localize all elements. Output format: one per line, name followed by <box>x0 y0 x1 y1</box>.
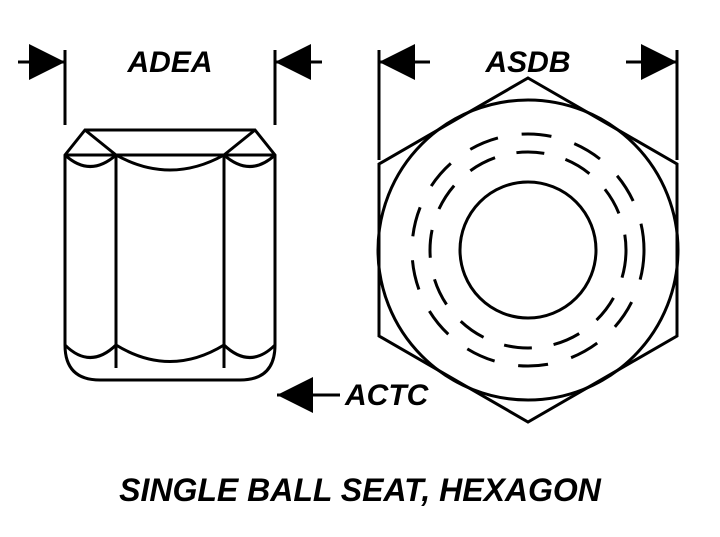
side-view <box>65 130 275 380</box>
label-asdb: ASDB <box>484 46 570 79</box>
diagram-canvas: ADEA ASDB ACTC <box>0 0 720 537</box>
label-adea: ADEA <box>126 46 212 79</box>
top-view <box>378 78 678 422</box>
diagram-title: SINGLE BALL SEAT, HEXAGON <box>0 472 720 509</box>
label-actc: ACTC <box>344 379 430 412</box>
